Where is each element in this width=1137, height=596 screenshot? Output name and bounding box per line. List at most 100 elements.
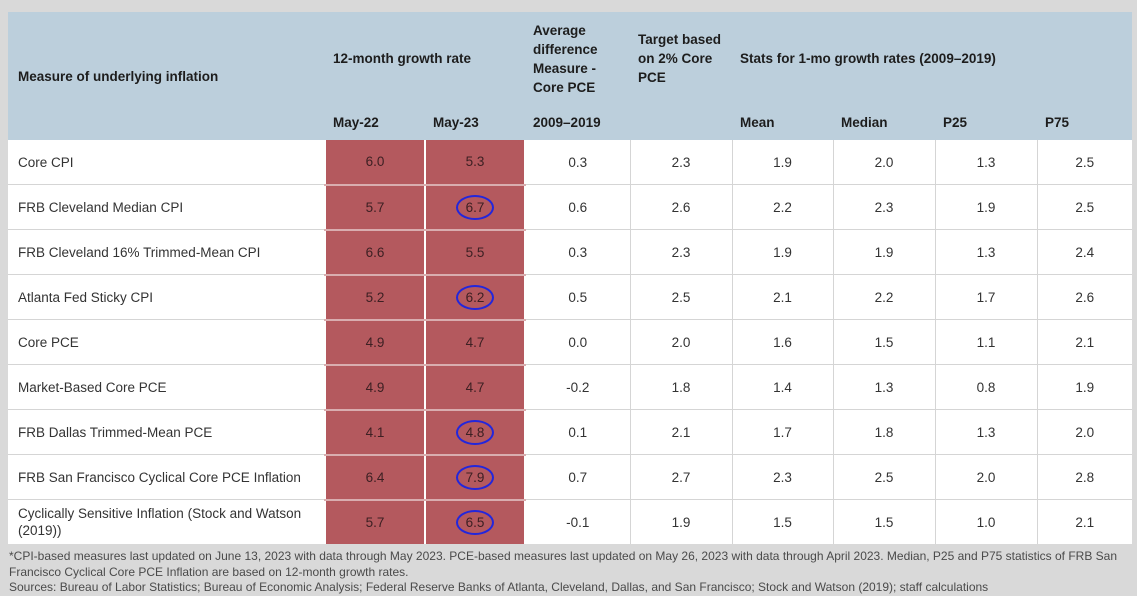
may-23-value: 4.7	[465, 379, 485, 395]
cell-mean: 1.6	[731, 319, 834, 365]
subheader-may-22: May-22	[325, 105, 425, 140]
may-23-value: 7.9	[456, 464, 494, 490]
cell-average-difference: -0.2	[524, 364, 631, 410]
cell-p25: 1.3	[934, 140, 1038, 185]
cell-p75: 2.1	[1036, 319, 1133, 365]
may-22-value: 6.0	[365, 154, 385, 170]
cell-target: 2.3	[629, 140, 733, 185]
cell-may-23: 7.9	[423, 454, 526, 501]
cell-target: 2.5	[629, 274, 733, 320]
cell-median: 1.3	[832, 364, 936, 410]
cell-average-difference: 0.3	[524, 140, 631, 185]
cell-p25: 1.1	[934, 319, 1038, 365]
cell-average-difference: 0.3	[524, 229, 631, 275]
may-22-value: 4.9	[365, 379, 385, 395]
cell-may-23: 5.3	[423, 140, 526, 186]
header-stats-1mo: Stats for 1-mo growth rates (2009–2019)	[732, 12, 1133, 105]
footnote-text: *CPI-based measures last updated on June…	[9, 549, 1118, 579]
table-row: Cyclically Sensitive Inflation (Stock an…	[8, 499, 1133, 544]
header-measure: Measure of underlying inflation	[8, 12, 325, 140]
row-measure-label: Market-Based Core PCE	[8, 364, 325, 410]
may-23-value: 5.3	[465, 154, 485, 170]
header-target: Target based on 2% Core PCE	[630, 12, 733, 105]
cell-median: 2.0	[832, 140, 936, 185]
cell-may-23: 4.7	[423, 364, 526, 411]
subheader-blank	[630, 105, 733, 140]
cell-may-22: 6.4	[324, 454, 425, 501]
cell-p75: 2.5	[1036, 140, 1133, 185]
header-row-groups: Measure of underlying inflation 12-month…	[8, 12, 1133, 140]
subheader-p75: P75	[1037, 105, 1133, 140]
cell-may-22: 6.6	[324, 229, 425, 276]
may-22-value: 5.7	[365, 199, 385, 215]
cell-p75: 2.6	[1036, 274, 1133, 320]
header-12-month-growth-rate: 12-month growth rate	[325, 12, 526, 105]
cell-mean: 2.3	[731, 454, 834, 500]
cell-target: 2.1	[629, 409, 733, 455]
may-22-value: 4.9	[365, 334, 385, 350]
table-row: FRB Cleveland 16% Trimmed-Mean CPI 6.6 5…	[8, 229, 1133, 276]
cell-p75: 2.8	[1036, 454, 1133, 500]
cell-p25: 1.7	[934, 274, 1038, 320]
cell-target: 2.0	[629, 319, 733, 365]
table-row: Atlanta Fed Sticky CPI 5.2 6.2 0.5 2.5 2…	[8, 274, 1133, 321]
cell-target: 2.6	[629, 184, 733, 230]
cell-p25: 1.3	[934, 409, 1038, 455]
may-23-value: 6.7	[456, 194, 494, 220]
cell-p25: 0.8	[934, 364, 1038, 410]
may-22-value: 5.7	[365, 514, 385, 530]
cell-average-difference: 0.7	[524, 454, 631, 500]
cell-may-23: 6.5	[423, 499, 526, 544]
cell-mean: 1.4	[731, 364, 834, 410]
table-body: Core CPI 6.0 5.3 0.3 2.3 1.9 2.0 1.3 2.5…	[8, 140, 1133, 544]
table-row: Market-Based Core PCE 4.9 4.7 -0.2 1.8 1…	[8, 364, 1133, 411]
table-row: Core CPI 6.0 5.3 0.3 2.3 1.9 2.0 1.3 2.5	[8, 140, 1133, 186]
may-23-value: 4.8	[456, 419, 494, 445]
row-measure-label: Core PCE	[8, 319, 325, 365]
cell-p25: 1.0	[934, 499, 1038, 544]
cell-may-22: 4.1	[324, 409, 425, 456]
cell-mean: 1.9	[731, 229, 834, 275]
cell-may-22: 5.2	[324, 274, 425, 321]
subheader-median: Median	[833, 105, 936, 140]
header-average-difference: Average difference Measure - Core PCE	[525, 12, 631, 105]
cell-median: 2.5	[832, 454, 936, 500]
cell-mean: 2.1	[731, 274, 834, 320]
row-measure-label: FRB Cleveland 16% Trimmed-Mean CPI	[8, 229, 325, 275]
underlying-inflation-table: Measure of underlying inflation 12-month…	[8, 12, 1133, 544]
subheader-mean: Mean	[732, 105, 834, 140]
row-measure-label: FRB Dallas Trimmed-Mean PCE	[8, 409, 325, 455]
cell-p25: 2.0	[934, 454, 1038, 500]
table-row: FRB Cleveland Median CPI 5.7 6.7 0.6 2.6…	[8, 184, 1133, 231]
may-23-value: 6.2	[456, 284, 494, 310]
cell-may-23: 6.2	[423, 274, 526, 321]
row-measure-label: Cyclically Sensitive Inflation (Stock an…	[8, 499, 325, 544]
may-22-value: 5.2	[365, 289, 385, 305]
cell-target: 2.7	[629, 454, 733, 500]
cell-target: 1.8	[629, 364, 733, 410]
may-23-value: 5.5	[465, 244, 485, 260]
cell-may-23: 6.7	[423, 184, 526, 231]
cell-mean: 1.5	[731, 499, 834, 544]
cell-mean: 1.7	[731, 409, 834, 455]
may-22-value: 4.1	[365, 424, 385, 440]
may-22-value: 6.6	[365, 244, 385, 260]
cell-p75: 1.9	[1036, 364, 1133, 410]
footnote: *CPI-based measures last updated on June…	[9, 549, 1135, 596]
cell-mean: 1.9	[731, 140, 834, 185]
table-row: FRB San Francisco Cyclical Core PCE Infl…	[8, 454, 1133, 501]
table-row: FRB Dallas Trimmed-Mean PCE 4.1 4.8 0.1 …	[8, 409, 1133, 456]
subheader-2009-2019: 2009–2019	[525, 105, 631, 140]
may-23-value: 4.7	[465, 334, 485, 350]
cell-median: 2.2	[832, 274, 936, 320]
cell-may-22: 4.9	[324, 364, 425, 411]
may-22-value: 6.4	[365, 469, 385, 485]
cell-median: 2.3	[832, 184, 936, 230]
cell-median: 1.5	[832, 319, 936, 365]
header-row-subheaders: May-22 May-23 2009–2019 Mean Median P25 …	[8, 105, 1133, 140]
cell-may-23: 5.5	[423, 229, 526, 276]
cell-may-23: 4.8	[423, 409, 526, 456]
cell-may-22: 5.7	[324, 184, 425, 231]
subheader-p25: P25	[935, 105, 1038, 140]
cell-p75: 2.1	[1036, 499, 1133, 544]
